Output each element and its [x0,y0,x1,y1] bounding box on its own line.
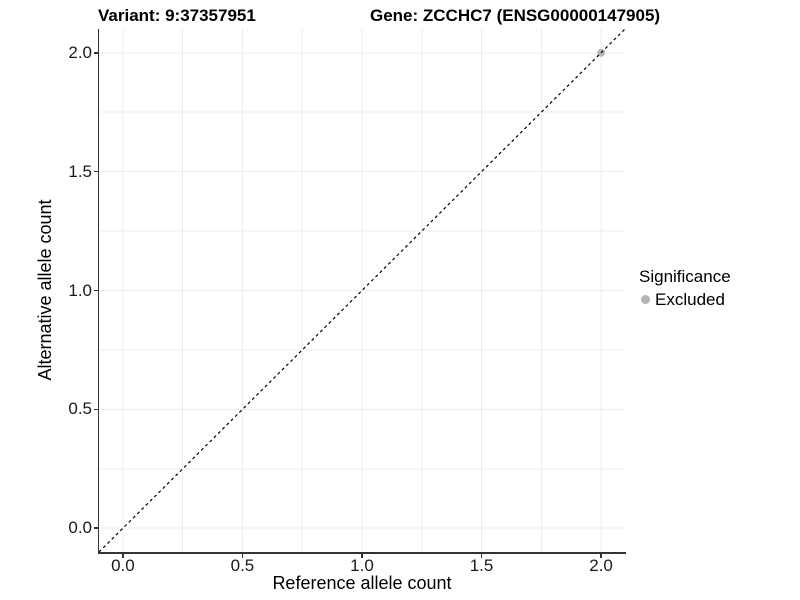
y-tick-mark [93,52,98,54]
x-tick-mark [241,553,244,558]
plot-title-variant: Variant: 9:37357951 [98,6,256,25]
panel-canvas [98,28,626,553]
legend-item: Excluded [639,290,731,309]
plot-title-gene: Gene: ZCCHC7 (ENSG00000147905) [370,6,661,25]
y-tick-label: 0.5 [68,399,92,419]
y-tick-label: 1.0 [68,280,92,300]
legend-point-swatch-icon [641,295,650,304]
x-axis-line [97,552,626,554]
x-tick-label: 0.0 [111,556,135,575]
y-axis-title: Alternative allele count [35,199,55,381]
x-tick-mark [122,553,124,558]
y-tick-label: 1.5 [68,161,92,181]
identity-reference-line [98,28,626,553]
legend-items: Excluded [639,290,731,309]
y-tick-mark [93,527,98,529]
plot-panel [98,28,626,557]
y-tick-mark [93,289,98,292]
legend-title: Significance [639,267,731,286]
y-tick-mark [93,170,98,173]
legend-item-label: Excluded [655,290,725,309]
x-axis-title: Reference allele count [272,573,452,593]
x-tick-mark [361,553,363,558]
y-tick-label: 0.0 [68,518,92,538]
x-tick-label: 2.0 [589,556,613,575]
x-tick-label: 1.5 [469,556,494,575]
y-tick-mark [93,408,98,411]
x-tick-mark [600,553,602,558]
y-axis-line [97,29,99,554]
legend: Significance Excluded [639,266,731,309]
x-tick-label: 0.5 [230,556,255,575]
x-tick-mark [480,553,483,558]
y-tick-label: 2.0 [68,42,92,62]
x-tick-label: 1.0 [350,556,374,575]
